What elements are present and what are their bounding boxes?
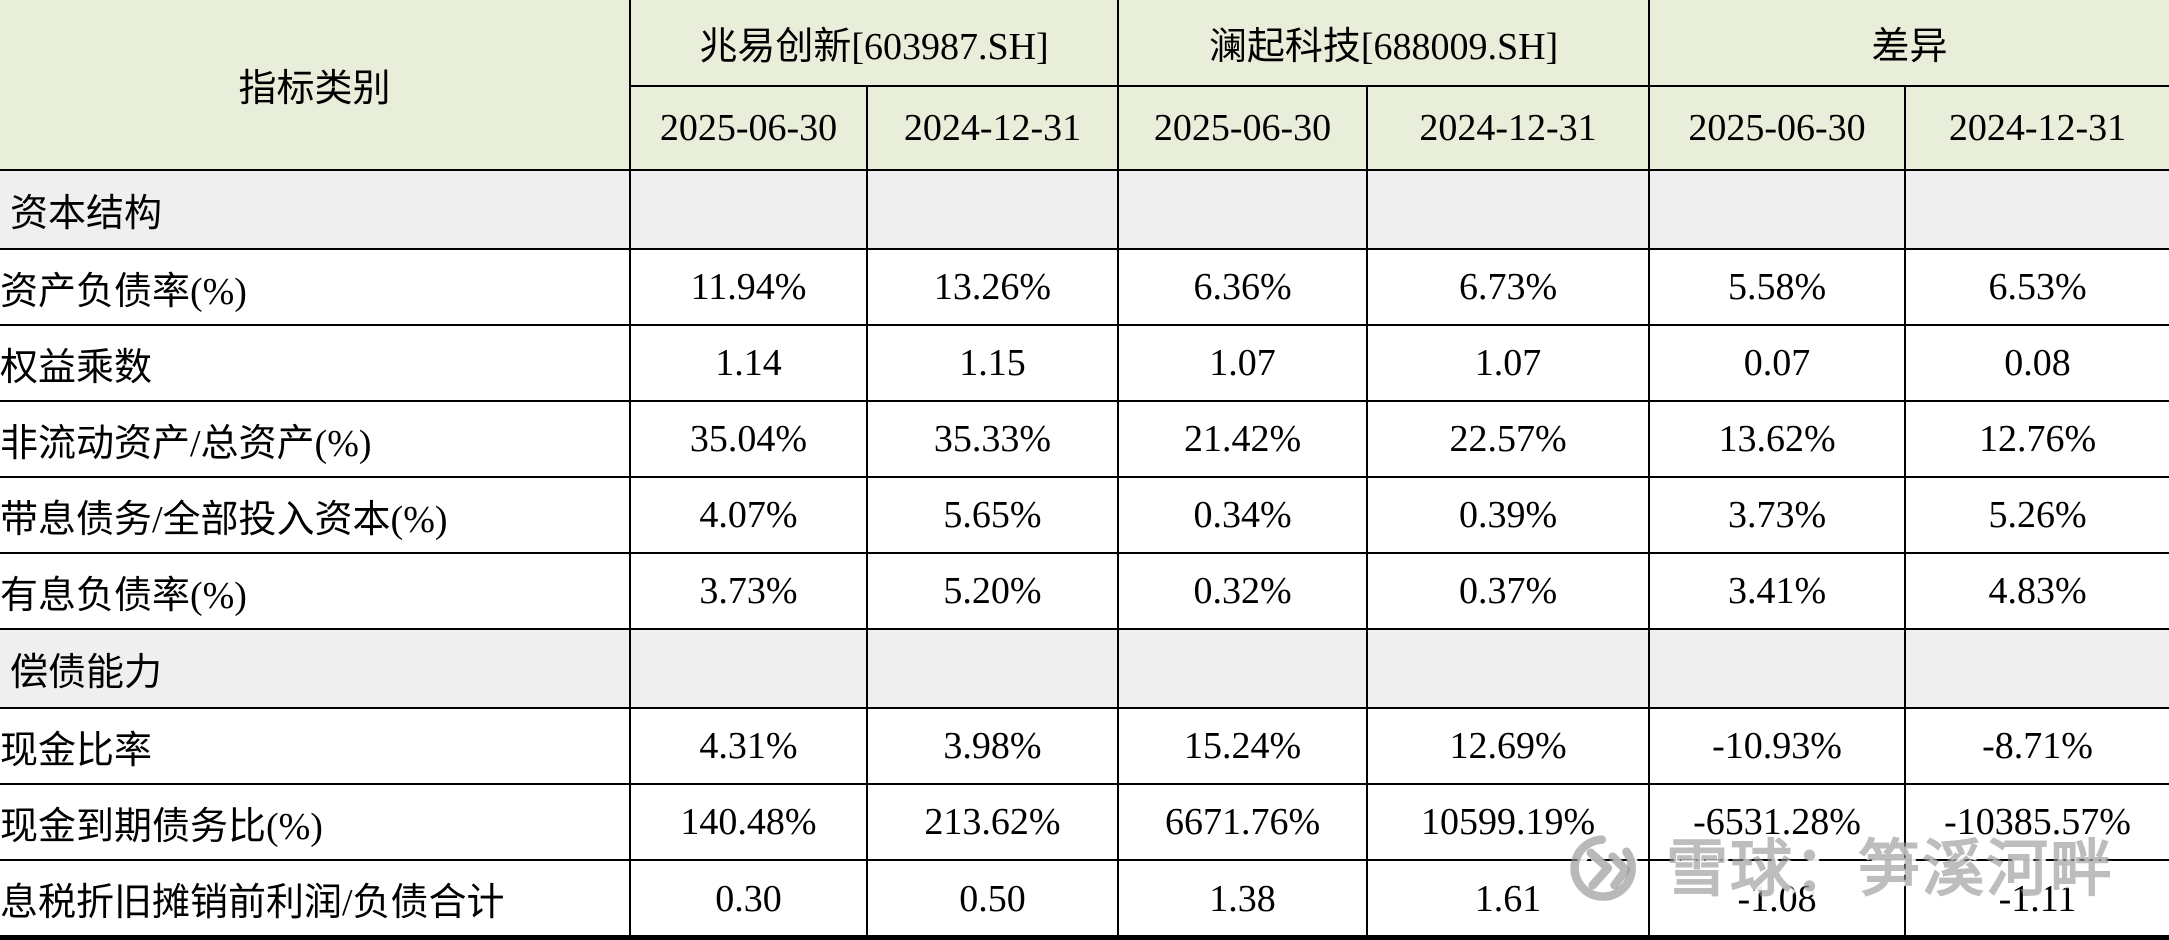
metric-value: 0.39%: [1366, 476, 1651, 554]
table-bottom-border: [0, 935, 2169, 940]
metric-value: 21.42%: [1117, 400, 1369, 478]
metric-value: 15.24%: [1117, 707, 1369, 785]
date-cell: 2025-06-30: [1648, 85, 1907, 171]
metric-label: 带息债务/全部投入资本(%): [0, 476, 631, 554]
metric-value: [1117, 628, 1369, 709]
metric-value: 5.20%: [865, 552, 1120, 630]
metric-value: 0.32%: [1117, 552, 1369, 630]
metric-row: 现金到期债务比(%) 140.48% 213.62% 6671.76% 10599.19…: [0, 783, 2169, 861]
metric-value: 0.50: [865, 859, 1120, 937]
metric-value: 1.15: [865, 324, 1120, 402]
metric-value: 1.61: [1366, 859, 1651, 937]
metric-value: [865, 628, 1120, 709]
section-row: 资本结构: [0, 169, 2169, 250]
metric-value: -1.08: [1648, 859, 1907, 937]
metric-label: 现金到期债务比(%): [0, 783, 631, 861]
metric-row: 带息债务/全部投入资本(%) 4.07% 5.65% 0.34% 0.39% 3.73% 5…: [0, 476, 2169, 554]
metric-row: 资产负债率(%) 11.94% 13.26% 6.36% 6.73% 5.58% 6.53%: [0, 248, 2169, 326]
metric-row: 现金比率 4.31% 3.98% 15.24% 12.69% -10.93% -8.71%: [0, 707, 2169, 785]
metric-value: 6.53%: [1904, 248, 2169, 326]
metric-value: [865, 169, 1120, 250]
date-cell: 2024-12-31: [1904, 85, 2169, 171]
metric-value: [1366, 169, 1651, 250]
metric-value: -8.71%: [1904, 707, 2169, 785]
difference-header: 差异: [1648, 0, 2169, 87]
metric-value: 1.07: [1117, 324, 1369, 402]
metric-value: 5.65%: [865, 476, 1120, 554]
metric-value: [1648, 169, 1907, 250]
metric-value: 13.26%: [865, 248, 1120, 326]
metric-value: 140.48%: [629, 783, 868, 861]
metric-label: 偿债能力: [0, 628, 631, 709]
company-header-row: 指标类别 兆易创新[603987.SH] 澜起科技[688009.SH] 差异: [0, 0, 2169, 171]
metric-value: 35.04%: [629, 400, 868, 478]
metric-value: 13.62%: [1648, 400, 1907, 478]
metric-label: 资本结构: [0, 169, 631, 250]
date-cell: 2024-12-31: [865, 85, 1120, 171]
metric-label: 权益乘数: [0, 324, 631, 402]
metric-value: 3.41%: [1648, 552, 1907, 630]
metric-value: 5.26%: [1904, 476, 2169, 554]
metric-label: 息税折旧摊销前利润/负债合计: [0, 859, 631, 937]
metric-value: 0.30: [629, 859, 868, 937]
metric-value: 0.34%: [1117, 476, 1369, 554]
metric-row: 非流动资产/总资产(%) 35.04% 35.33% 21.42% 22.57% 13.6…: [0, 400, 2169, 478]
metric-value: [629, 628, 868, 709]
metric-value: [1648, 628, 1907, 709]
metric-value: -10385.57%: [1904, 783, 2169, 861]
metric-value: 4.31%: [629, 707, 868, 785]
metric-value: 3.98%: [865, 707, 1120, 785]
metric-value: 5.58%: [1648, 248, 1907, 326]
metric-row: 有息负债率(%) 3.73% 5.20% 0.32% 0.37% 3.41% 4.83%: [0, 552, 2169, 630]
metric-value: 4.83%: [1904, 552, 2169, 630]
metric-value: 213.62%: [865, 783, 1120, 861]
metric-value: [629, 169, 868, 250]
table-body: 资本结构 资产负债率(%) 11.94% 13.26% 6.36% 6.73% 5.58% 6…: [0, 169, 2169, 937]
metric-value: 6.36%: [1117, 248, 1369, 326]
metric-row: 息税折旧摊销前利润/负债合计 0.30 0.50 1.38 1.61 -1.08 -1.11: [0, 859, 2169, 937]
metric-value: 35.33%: [865, 400, 1120, 478]
metric-value: [1904, 169, 2169, 250]
company-header-gigadevice: 兆易创新[603987.SH]: [628, 0, 1120, 87]
metric-value: 1.38: [1117, 859, 1369, 937]
metric-value: 11.94%: [629, 248, 868, 326]
metric-value: 10599.19%: [1366, 783, 1651, 861]
metric-value: [1904, 628, 2169, 709]
metric-value: -6531.28%: [1648, 783, 1907, 861]
metric-value: [1117, 169, 1369, 250]
date-cell: 2024-12-31: [1366, 85, 1651, 171]
metric-value: 0.08: [1904, 324, 2169, 402]
date-cell: 2025-06-30: [629, 85, 868, 171]
metric-value: -1.11: [1904, 859, 2169, 937]
metric-value: 1.07: [1366, 324, 1651, 402]
metric-value: -10.93%: [1648, 707, 1907, 785]
metric-label: 资产负债率(%): [0, 248, 631, 326]
metric-value: 0.37%: [1366, 552, 1651, 630]
metric-value: 3.73%: [629, 552, 868, 630]
metric-label: 有息负债率(%): [0, 552, 631, 630]
metric-label: 现金比率: [0, 707, 631, 785]
date-cell: 2025-06-30: [1117, 85, 1369, 171]
metric-value: 0.07: [1648, 324, 1907, 402]
date-header-row: 2025-06-30 2024-12-31 2025-06-30 2024-12…: [0, 85, 2169, 171]
metric-value: [1366, 628, 1651, 709]
company-header-montage: 澜起科技[688009.SH]: [1117, 0, 1651, 87]
metric-value: 1.14: [629, 324, 868, 402]
metric-value: 22.57%: [1366, 400, 1651, 478]
section-row: 偿债能力: [0, 628, 2169, 709]
metric-value: 6671.76%: [1117, 783, 1369, 861]
metric-label: 非流动资产/总资产(%): [0, 400, 631, 478]
metric-value: 3.73%: [1648, 476, 1907, 554]
metric-value: 12.69%: [1366, 707, 1651, 785]
category-header-cell: 指标类别: [0, 0, 631, 171]
metric-row: 权益乘数 1.14 1.15 1.07 1.07 0.07 0.08: [0, 324, 2169, 402]
metric-value: 6.73%: [1366, 248, 1651, 326]
metric-value: 4.07%: [629, 476, 868, 554]
metric-value: 12.76%: [1904, 400, 2169, 478]
